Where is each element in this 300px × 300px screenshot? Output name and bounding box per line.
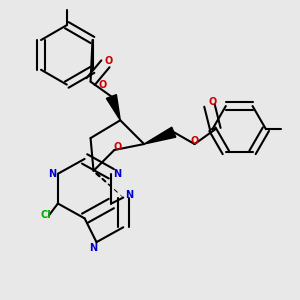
Text: O: O [190, 136, 199, 146]
Text: O: O [98, 80, 106, 90]
Text: Cl: Cl [40, 210, 51, 220]
Text: N: N [125, 190, 133, 200]
Text: N: N [48, 169, 56, 179]
Text: N: N [89, 243, 98, 253]
Text: N: N [113, 169, 122, 179]
Text: O: O [104, 56, 112, 66]
Text: O: O [208, 98, 217, 107]
Polygon shape [144, 127, 176, 144]
Polygon shape [106, 94, 120, 120]
Text: O: O [113, 142, 122, 152]
